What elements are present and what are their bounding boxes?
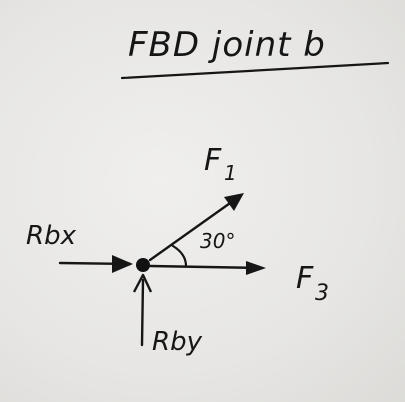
label-f1: F (204, 143, 222, 178)
title-underline (120, 61, 390, 80)
f1-arrow-head (224, 193, 244, 211)
label-rbx: Rbx (26, 221, 77, 251)
f3-arrow-head (246, 261, 266, 275)
label-f1-subscript: 1 (224, 161, 237, 185)
rbx-arrow-head (112, 255, 133, 273)
f1-arrow-shaft (148, 194, 242, 262)
label-f3-subscript: 3 (315, 281, 329, 306)
angle-arc (171, 244, 188, 268)
rby-arrow-shaft (140, 278, 145, 347)
diagram-title: FBD joint b (128, 25, 326, 65)
label-angle: 30° (200, 229, 235, 253)
f3-arrow-shaft (148, 264, 264, 270)
label-rby: Rby (152, 327, 203, 357)
rby-arrow-head (132, 273, 153, 293)
joint-b-dot (136, 258, 150, 272)
label-f3: F (296, 261, 314, 296)
